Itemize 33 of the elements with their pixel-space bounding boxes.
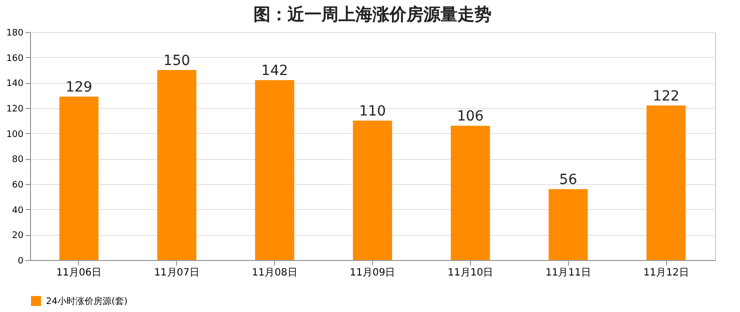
- x-tick-label: 11月08日: [252, 268, 298, 278]
- y-tick-label: 140: [6, 79, 24, 90]
- data-label: 129: [66, 80, 92, 96]
- bar: [646, 105, 686, 260]
- data-label: 122: [652, 88, 680, 104]
- bar: [255, 80, 294, 260]
- y-tick-label: 160: [6, 54, 24, 64]
- chart-title: 图：近一周上海涨价房源量走势: [254, 5, 492, 25]
- y-tick-label: 0: [18, 256, 24, 266]
- y-tick-label: 20: [12, 231, 24, 242]
- x-tick-label: 11月11日: [545, 268, 591, 278]
- y-tick-label: 180: [6, 28, 24, 38]
- bar: [157, 70, 196, 260]
- y-tick-label: 60: [12, 180, 24, 190]
- x-tick-label: 11月12日: [643, 268, 689, 278]
- y-tick-label: 100: [6, 130, 24, 140]
- data-label: 150: [163, 53, 190, 69]
- legend-label: 24小时涨价房源(套): [46, 296, 128, 307]
- x-tick-label: 11月06日: [56, 268, 102, 278]
- x-tick-label: 11月10日: [448, 268, 494, 278]
- x-tick-label: 11月09日: [350, 268, 396, 278]
- bar: [352, 120, 392, 260]
- data-label: 142: [261, 63, 288, 80]
- y-tick-label: 40: [12, 206, 24, 216]
- data-label: 106: [456, 108, 484, 125]
- y-tick-label: 120: [6, 104, 24, 114]
- data-label: 110: [359, 104, 386, 120]
- y-tick-label: 80: [12, 155, 24, 166]
- x-tick-label: 11月07日: [154, 268, 200, 278]
- data-label: 56: [559, 172, 578, 188]
- bar: [59, 96, 98, 260]
- bar: [450, 126, 490, 260]
- bar: [548, 189, 588, 260]
